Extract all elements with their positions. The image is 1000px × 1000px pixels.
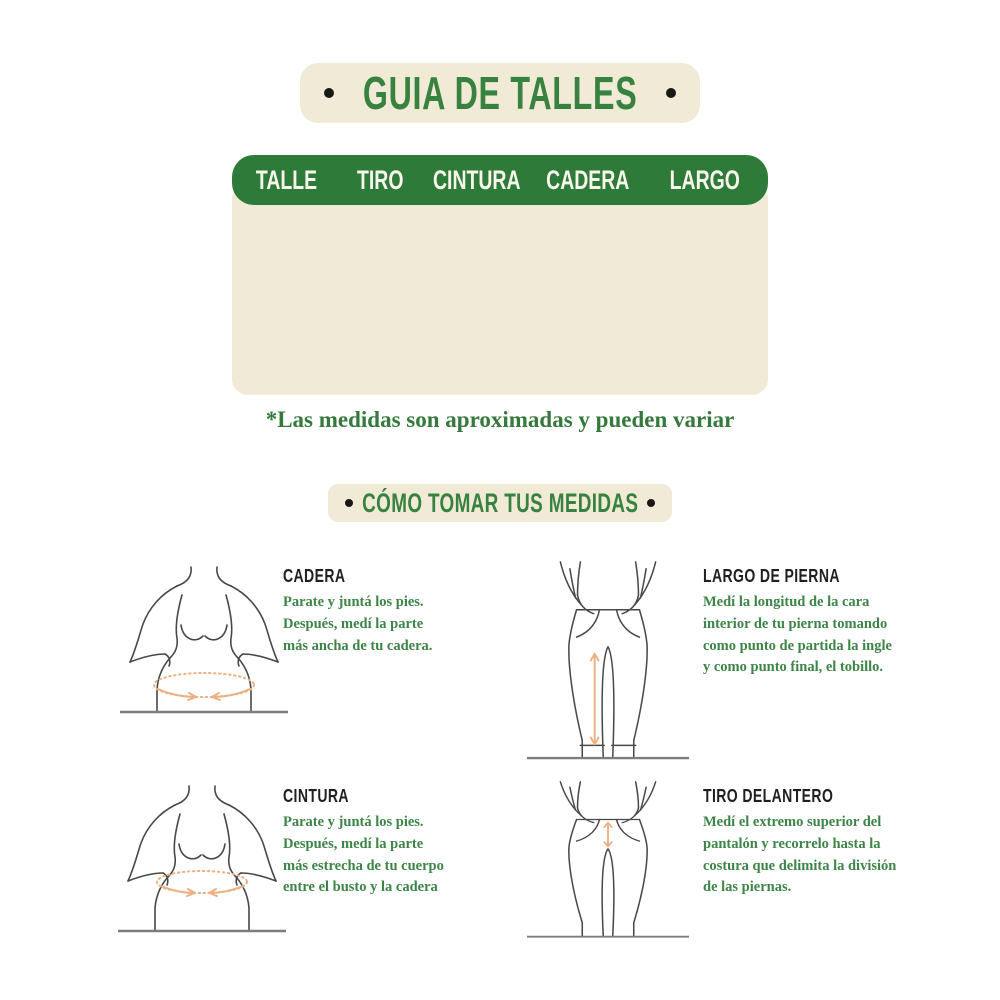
bullet-dot-icon <box>666 88 676 98</box>
legs-inseam-figure-icon <box>527 561 689 760</box>
rise-measure-arrow <box>603 821 613 848</box>
column-header-talle: TALLE <box>255 164 317 195</box>
measurements-note: *Las medidas son aproximadas y pueden va… <box>265 407 735 432</box>
measure-heading-tiro: TIRO DELANTERO <box>703 786 834 806</box>
hip-measure-ellipse <box>153 672 255 701</box>
measure-item-largo: LARGO DE PIERNA Medí la longitud de la c… <box>703 566 953 679</box>
column-header-tiro: TIRO <box>356 164 404 195</box>
measure-item-cadera: CADERA Parate y juntá los pies. Después,… <box>283 566 533 657</box>
inseam-measure-arrow <box>589 652 600 746</box>
bullet-dot-icon <box>647 499 655 507</box>
waist-measure-ellipse <box>156 870 248 897</box>
measure-heading-largo: LARGO DE PIERNA <box>703 566 840 586</box>
how-to-title: CÓMO TOMAR TUS MEDIDAS <box>361 487 639 518</box>
column-header-largo: LARGO <box>669 164 741 195</box>
how-to-banner: CÓMO TOMAR TUS MEDIDAS <box>328 484 672 522</box>
measure-text-cintura: Parate y juntá los pies. Después, medí l… <box>283 814 444 896</box>
measure-text-tiro: Medí el extremo superior del pantalón y … <box>703 814 897 896</box>
bullet-dot-icon <box>345 499 353 507</box>
title-banner: GUIA DE TALLES <box>300 63 700 123</box>
measure-heading-cadera: CADERA <box>283 566 346 586</box>
torso-waist-figure-icon <box>118 785 286 933</box>
torso-hip-figure-icon <box>120 566 288 714</box>
measure-text-largo: Medí la longitud de la cara interior de … <box>703 594 892 676</box>
column-header-cintura: CINTURA <box>433 164 521 195</box>
measure-item-tiro: TIRO DELANTERO Medí el extremo superior … <box>703 786 953 899</box>
size-table-header: TALLE TIRO CINTURA CADERA LARGO <box>232 155 768 205</box>
page-title: GUIA DE TALLES <box>362 67 638 119</box>
bullet-dot-icon <box>324 88 334 98</box>
column-header-cadera: CADERA <box>546 164 630 195</box>
legs-rise-figure-icon <box>527 781 689 938</box>
measure-text-cadera: Parate y juntá los pies. Después, medí l… <box>283 594 433 654</box>
measure-heading-cintura: CINTURA <box>283 786 349 806</box>
size-table-body <box>232 188 768 395</box>
measure-item-cintura: CINTURA Parate y juntá los pies. Después… <box>283 786 533 899</box>
size-table: TALLE TIRO CINTURA CADERA LARGO S 30 66 … <box>232 155 768 395</box>
